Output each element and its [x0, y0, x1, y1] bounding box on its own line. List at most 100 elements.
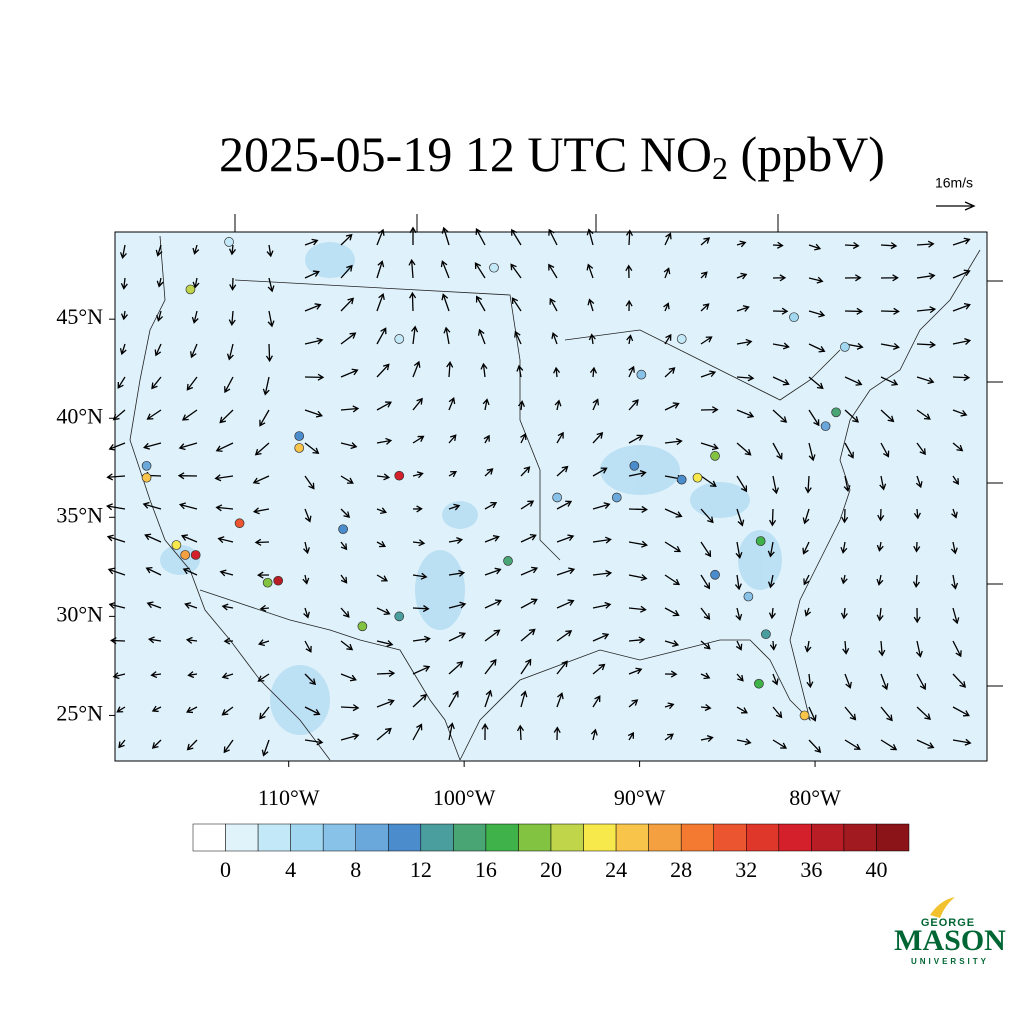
- station: [262, 577, 273, 588]
- wind-arrow: [376, 607, 391, 616]
- wind-arrow: [146, 601, 162, 609]
- station: [629, 460, 640, 471]
- wind-arrow: [223, 739, 234, 754]
- wind-arrow: [259, 409, 270, 427]
- wind-arrow: [808, 442, 816, 462]
- colorbar-swatch: [453, 823, 487, 852]
- wind-arrow: [144, 533, 162, 543]
- wind-arrow: [842, 640, 850, 655]
- wind-arrow: [628, 636, 646, 644]
- wind-arrow: [628, 605, 647, 613]
- wind-arrow: [951, 508, 958, 519]
- wind-arrow: [257, 639, 270, 647]
- wind-arrow: [768, 607, 776, 620]
- station: [676, 474, 687, 485]
- wind-arrow: [700, 607, 711, 620]
- wind-arrow: [304, 640, 312, 653]
- no2-field: [160, 242, 782, 735]
- station: [489, 262, 499, 273]
- wind-arrow: [178, 502, 198, 510]
- wind-arrow: [771, 673, 779, 686]
- wind-arrow: [475, 228, 486, 246]
- wind-arrow: [191, 310, 199, 324]
- colorbar-swatch: [680, 823, 714, 852]
- station: [180, 550, 191, 560]
- wind-arrow: [228, 310, 236, 327]
- wind-arrow: [180, 534, 198, 543]
- wind-arrow: [304, 373, 325, 381]
- wind-arrow: [117, 376, 126, 389]
- colorbar-swatch: [420, 823, 454, 852]
- wind-arrow: [376, 363, 390, 378]
- wind-arrow: [772, 475, 780, 495]
- wind-arrow: [441, 226, 450, 246]
- wind-arrow: [118, 739, 126, 749]
- wind-arrow: [376, 640, 394, 648]
- wind-arrow: [767, 574, 775, 589]
- wind-arrow: [448, 434, 457, 444]
- wind-arrow: [736, 272, 748, 280]
- colorbar-tick-label: 32: [735, 857, 757, 882]
- title: 2025-05-19 12 UTC NO2 (ppbV): [219, 126, 885, 186]
- wind-arrow: [520, 466, 531, 477]
- wind-arrow: [952, 237, 971, 246]
- wind-arrow: [950, 541, 958, 555]
- station: [743, 591, 754, 602]
- wind-arrow: [592, 502, 611, 510]
- wind-arrow: [510, 263, 522, 279]
- wind-arrow: [592, 569, 613, 577]
- y-tick-label: 25°N: [56, 700, 103, 725]
- colorbar-tick-label: 12: [410, 857, 432, 882]
- wind-arrow: [952, 303, 971, 312]
- wind-arrow: [178, 442, 198, 451]
- station: [503, 556, 513, 566]
- wind-arrow: [952, 673, 967, 688]
- wind-arrow: [952, 738, 972, 746]
- wind-arrow: [484, 629, 501, 642]
- wind-arrow: [700, 541, 712, 558]
- wind-arrow: [517, 400, 526, 411]
- station: [755, 536, 766, 546]
- wind-arrow: [483, 434, 490, 444]
- wind-arrow: [735, 541, 743, 559]
- station: [394, 470, 405, 481]
- colorbar-tick-label: 20: [540, 857, 562, 882]
- wind-arrow: [484, 535, 500, 543]
- station: [710, 569, 720, 580]
- station: [611, 492, 622, 503]
- wind-arrow: [592, 663, 606, 675]
- wind-arrow: [844, 706, 857, 721]
- wind-arrow: [119, 343, 127, 356]
- wind-arrow: [880, 739, 898, 751]
- wind-arrow: [626, 334, 634, 345]
- y-tick-label: 45°N: [56, 304, 103, 329]
- wind-arrow: [108, 442, 126, 451]
- wind-arrow: [106, 503, 126, 511]
- wind-arrow: [700, 704, 712, 712]
- y-tick-label: 35°N: [56, 502, 103, 527]
- wind-arrow: [735, 640, 743, 651]
- wind-arrow: [184, 602, 198, 609]
- wind-arrow: [554, 399, 562, 411]
- wind-arrow: [376, 473, 391, 481]
- wind-arrow: [448, 690, 459, 708]
- wind-arrow: [511, 228, 522, 246]
- wind-arrow: [700, 672, 711, 680]
- wind-arrow: [409, 226, 417, 246]
- wind-arrow: [520, 500, 535, 510]
- wind-arrow: [804, 607, 812, 617]
- wind-arrow: [376, 669, 396, 677]
- wind-arrow: [120, 310, 128, 321]
- wind-arrow: [340, 541, 348, 551]
- wind-arrow: [480, 362, 488, 378]
- wind-arrow: [520, 533, 537, 543]
- wind-arrow: [915, 475, 923, 489]
- logo-text: UNIVERSITY: [911, 957, 989, 966]
- wind-arrow: [484, 658, 497, 675]
- wind-arrow: [340, 405, 360, 413]
- wind-arrow: [664, 541, 682, 553]
- wind-arrow: [262, 376, 270, 396]
- wind-arrow: [880, 307, 900, 315]
- wind-arrow: [224, 376, 234, 394]
- wind-arrow: [551, 331, 558, 345]
